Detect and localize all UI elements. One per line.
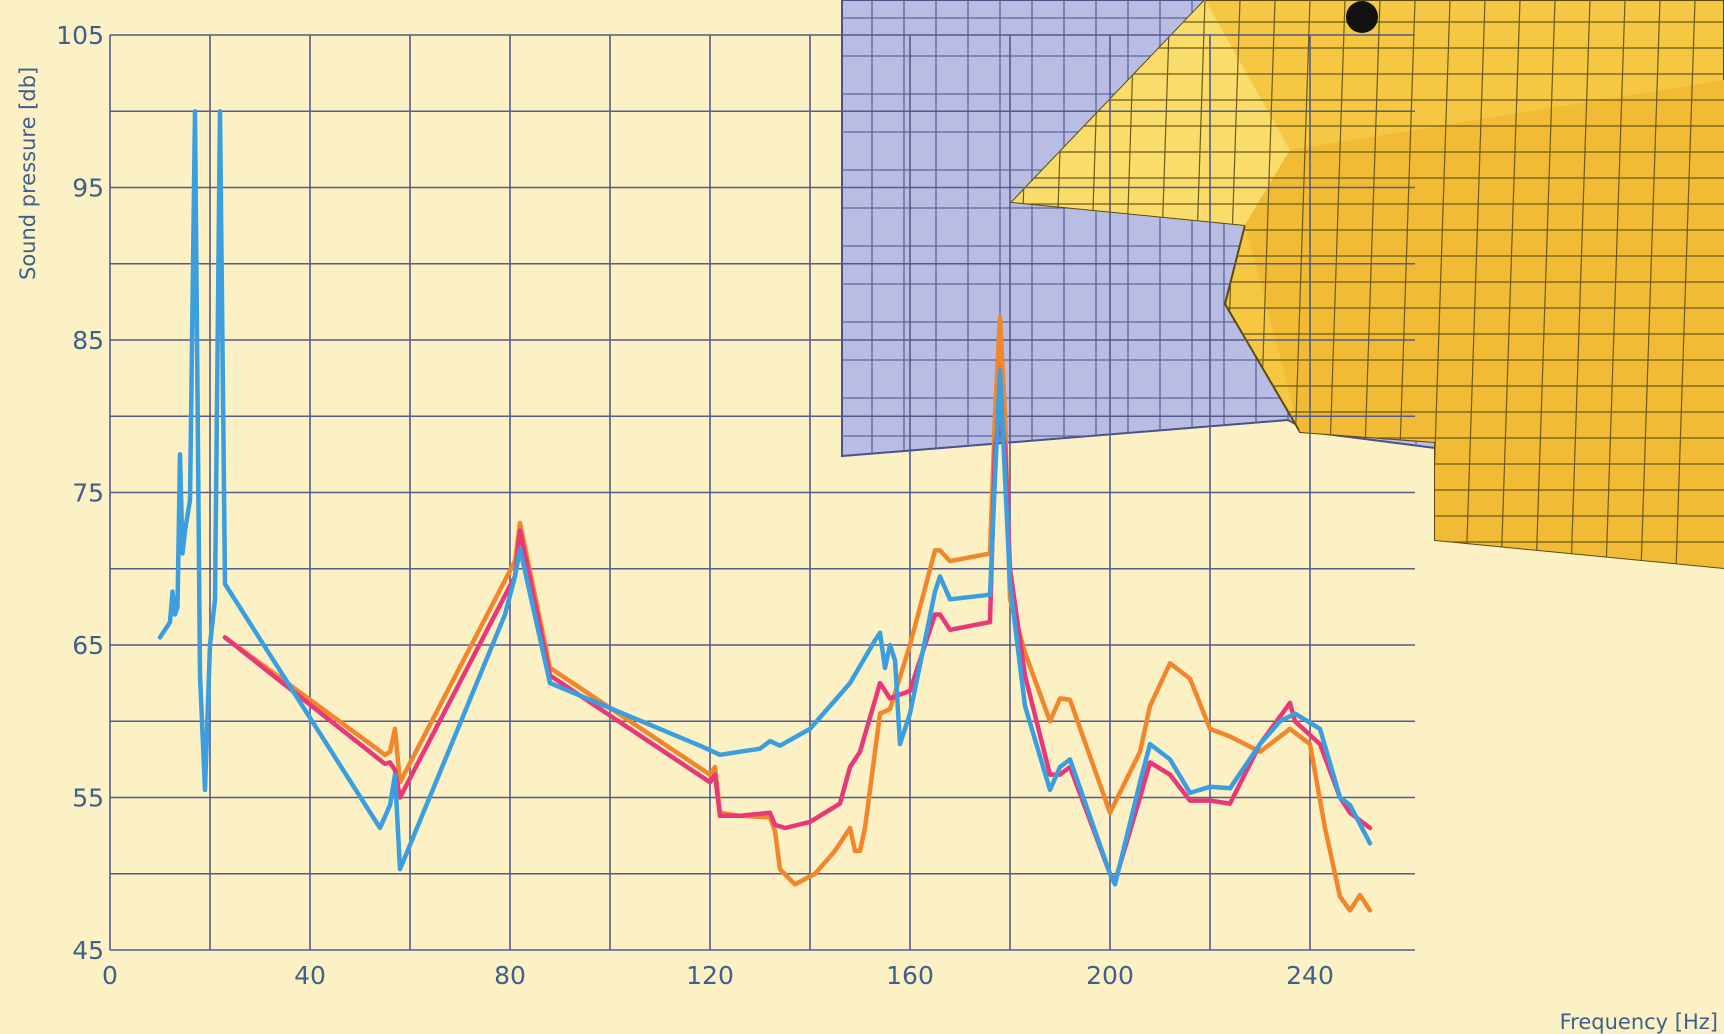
y-tick-label: 85 bbox=[72, 326, 104, 355]
fem-mesh-illustration bbox=[841, 0, 1724, 570]
y-tick-label: 45 bbox=[72, 936, 104, 965]
x-tick-label: 120 bbox=[686, 961, 734, 990]
y-axis-label: Sound pressure [db] bbox=[16, 67, 40, 280]
x-tick-label: 40 bbox=[294, 961, 326, 990]
x-tick-label: 80 bbox=[494, 961, 526, 990]
series-line-2 bbox=[222, 414, 1373, 884]
series-lines bbox=[157, 109, 1373, 913]
series-line-3 bbox=[157, 109, 1373, 887]
plot-grid bbox=[109, 34, 1415, 951]
x-tick-label: 160 bbox=[886, 961, 934, 990]
x-tick-label: 240 bbox=[1286, 961, 1334, 990]
y-tick-label: 55 bbox=[72, 784, 104, 813]
axis-ticks: 45 55 65 75 85 95 105 0 40 80 120 160 200 240 bbox=[56, 21, 1334, 990]
series-line-1 bbox=[222, 314, 1373, 913]
x-tick-label: 0 bbox=[102, 961, 118, 990]
x-axis-label: Frequency [Hz] bbox=[1560, 1010, 1718, 1034]
y-tick-label: 105 bbox=[56, 21, 104, 50]
x-tick-label: 200 bbox=[1086, 961, 1134, 990]
measurement-point-marker bbox=[1346, 1, 1378, 33]
y-tick-label: 65 bbox=[72, 631, 104, 660]
y-tick-label: 75 bbox=[72, 479, 104, 508]
y-tick-label: 95 bbox=[72, 174, 104, 203]
